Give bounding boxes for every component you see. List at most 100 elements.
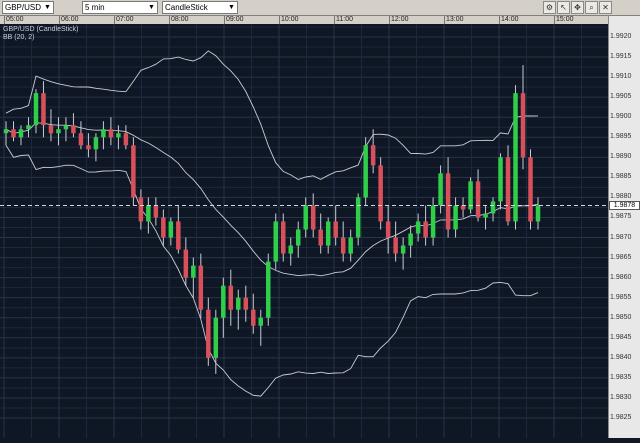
candle: [513, 85, 518, 230]
candle-body-up: [363, 145, 368, 198]
chevron-down-icon: ▼: [44, 4, 51, 11]
settings-icon: ⚙: [545, 3, 554, 12]
pointer-button[interactable]: ↖: [557, 1, 570, 14]
candle: [198, 253, 204, 318]
time-tick-label: 07:00: [116, 16, 134, 23]
price-tick-label: 1.9845: [610, 333, 632, 341]
candle-body-down: [333, 221, 338, 238]
chevron-down-icon: ▼: [148, 4, 155, 11]
candle: [363, 137, 368, 206]
candle-body-down: [206, 309, 211, 358]
candle-body-down: [370, 145, 376, 166]
candle: [258, 309, 264, 346]
candle: [41, 81, 46, 138]
candle: [340, 221, 346, 262]
candle-body-up: [56, 129, 61, 134]
candle-body-down: [123, 133, 129, 146]
candle: [273, 213, 278, 270]
candle: [116, 125, 121, 150]
time-tick-label: 15:00: [556, 16, 574, 23]
candle: [528, 149, 533, 230]
candle: [408, 225, 413, 258]
candle: [430, 197, 436, 246]
time-tick-separator: [334, 16, 335, 24]
price-tick-label: 1.9850: [610, 313, 632, 321]
candle: [355, 193, 361, 246]
candle-body-up: [490, 201, 496, 214]
price-tick-label: 1.9860: [610, 273, 632, 281]
time-tick-separator: [279, 16, 280, 24]
candle: [108, 117, 114, 146]
timeframe-select[interactable]: 5 min ▼: [82, 1, 158, 14]
candle: [423, 205, 428, 246]
price-tick-label: 1.9880: [610, 193, 632, 201]
candle-body-up: [213, 317, 219, 358]
candle-body-up: [348, 237, 353, 254]
candle-body-down: [228, 285, 234, 310]
candle-body-down: [445, 173, 451, 230]
candles: [3, 65, 541, 374]
price-tick-label: 1.9885: [610, 173, 632, 181]
chart-plot-area[interactable]: [0, 24, 608, 438]
pointer-icon: ↖: [560, 3, 567, 12]
candle: [33, 89, 39, 134]
candle: [221, 277, 226, 338]
candle-body-up: [408, 233, 413, 246]
candle-body-up: [18, 129, 24, 138]
candle-body-down: [318, 229, 323, 246]
candle-body-down: [528, 157, 533, 222]
price-tick-label: 1.9910: [610, 73, 632, 81]
candle: [460, 197, 466, 218]
bollinger-bands: [5, 50, 539, 397]
candle-body-down: [520, 93, 526, 158]
candle: [63, 117, 69, 142]
candle: [310, 193, 316, 238]
candle-body-down: [340, 237, 346, 254]
candle-body-up: [116, 133, 121, 138]
candle: [490, 197, 496, 222]
candle-body-up: [146, 205, 151, 222]
close-chart-button[interactable]: ✕: [599, 1, 612, 14]
time-tick-label: 06:00: [61, 16, 79, 23]
candle: [393, 221, 398, 262]
candle: [520, 65, 526, 170]
candle-body-up: [513, 93, 518, 222]
price-tick-label: 1.9900: [610, 113, 632, 121]
band-lower: [5, 145, 539, 397]
settings-button[interactable]: ⚙: [543, 1, 556, 14]
candle-body-down: [310, 205, 316, 230]
price-tick-label: 1.9865: [610, 253, 632, 261]
candle-body-down: [131, 145, 136, 198]
price-tick-label: 1.9835: [610, 373, 632, 381]
candle: [445, 157, 451, 238]
price-axis[interactable]: [608, 16, 640, 438]
candle-body-up: [3, 129, 9, 134]
candle: [153, 197, 159, 226]
timeframe-select-value: 5 min: [85, 3, 105, 12]
time-tick-label: 09:00: [226, 16, 244, 23]
candle: [93, 133, 99, 162]
candle-body-up: [535, 205, 541, 222]
candle: [48, 109, 54, 142]
candle: [505, 145, 511, 226]
candle: [438, 165, 443, 214]
candle-body-down: [86, 145, 91, 150]
price-tick-label: 1.9830: [610, 393, 632, 401]
time-tick-label: 11:00: [336, 16, 353, 23]
chevron-down-icon: ▼: [228, 4, 235, 11]
price-tick-label: 1.9875: [610, 213, 632, 221]
candle: [183, 237, 189, 286]
candle: [3, 121, 9, 146]
candle: [303, 197, 308, 238]
zoom-button[interactable]: ⌕: [585, 1, 598, 14]
chart-type-select[interactable]: CandleStick ▼: [162, 1, 238, 14]
price-tick-label: 1.9920: [610, 33, 632, 40]
candle: [243, 285, 249, 322]
price-tick-label: 1.9870: [610, 233, 632, 241]
pan-button[interactable]: ✥: [571, 1, 584, 14]
candle-body-down: [393, 237, 398, 254]
candle: [535, 197, 541, 230]
time-tick-separator: [59, 16, 60, 24]
candle-body-up: [430, 205, 436, 238]
symbol-select[interactable]: GBP/USD ▼: [2, 1, 54, 14]
